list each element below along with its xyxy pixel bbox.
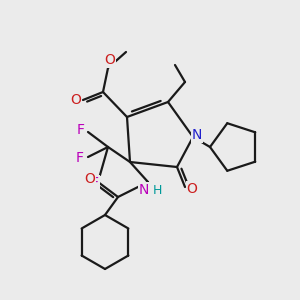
Text: F: F: [77, 123, 85, 137]
Text: O: O: [85, 172, 95, 186]
Text: F: F: [91, 176, 99, 190]
Text: O: O: [187, 182, 197, 196]
Text: F: F: [76, 151, 84, 165]
Text: O: O: [105, 53, 116, 67]
Text: O: O: [70, 93, 81, 107]
Text: N: N: [139, 183, 149, 197]
Text: H: H: [152, 184, 162, 196]
Text: N: N: [192, 128, 202, 142]
